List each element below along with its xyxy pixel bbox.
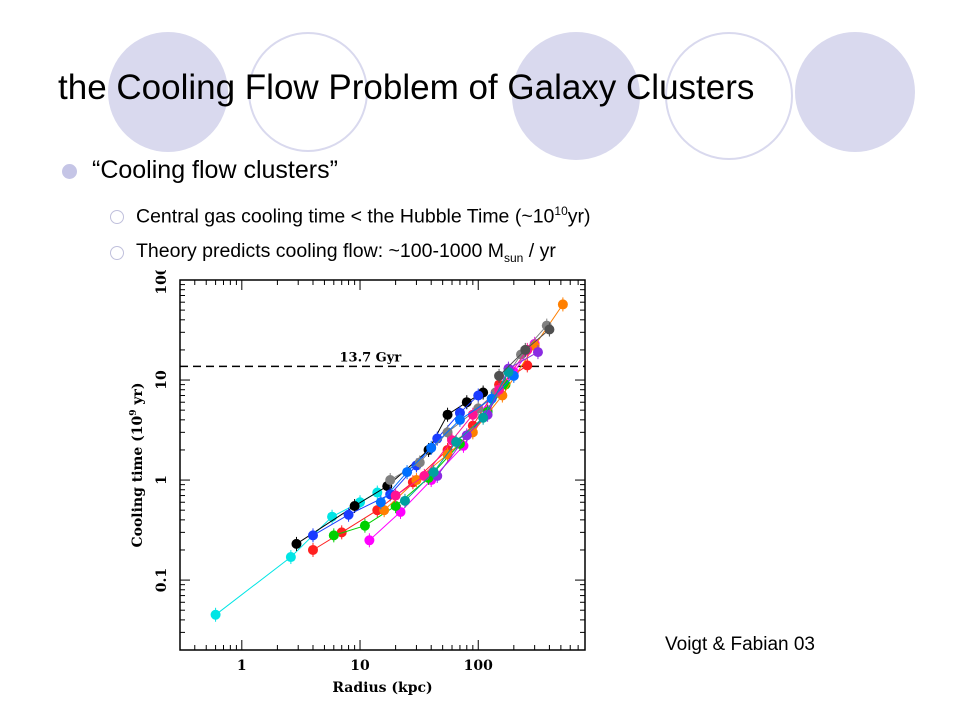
data-point [379,505,390,516]
deco-circle-2 [248,32,368,152]
deco-circle-4 [665,32,793,160]
bullet-dot [62,164,77,179]
y-tick-labels: 0.1 1 10 100 [154,270,170,592]
data-point [285,552,296,563]
slide-title: the Cooling Flow Problem of Galaxy Clust… [58,68,755,107]
data-point [399,495,410,506]
x-tick-labels: 1 10 100 [237,658,493,674]
sub-bullet-1: Central gas cooling time < the Hubble Ti… [136,204,591,228]
x-tick-label: 1 [237,658,247,674]
x-tick-label: 10 [350,658,370,674]
data-point [522,360,533,371]
data-point [343,509,354,520]
data-point [419,470,430,481]
data-point [291,538,302,549]
data-point [451,437,462,448]
y-tick-label: 1 [154,475,170,485]
data-point [349,501,360,512]
series-line [215,492,378,616]
cooling-time-plot: 0.1 1 10 100 1 10 100 13.7 Gyr Radius (kpc) C… [129,270,586,696]
sub-bullet-icon-2 [110,246,124,260]
deco-circle-1 [108,32,228,152]
data-point [210,609,221,620]
y-tick-label: 0.1 [154,568,170,592]
data-series-group [432,345,543,483]
deco-circle-5 [795,32,915,152]
data-point [307,530,318,541]
series-line [395,349,528,497]
data-point [557,299,568,310]
data-point [364,535,375,546]
sub-bullet-2: Theory predicts cooling flow: ~100-1000 … [136,240,556,265]
data-point [372,505,383,516]
data-series-group [494,322,555,383]
deco-circle-3 [512,32,640,160]
data-point [454,407,465,418]
data-point [461,397,472,408]
sub-bullet-icon-1 [110,210,124,224]
data-point [426,442,437,453]
data-point [307,544,318,555]
data-point [454,414,465,425]
data-point [473,390,484,401]
series-line [312,395,479,536]
data-series [210,297,568,622]
data-point [532,347,543,358]
data-point [520,344,531,355]
plot-frame [179,279,586,651]
data-point [385,475,396,486]
data-point [544,324,555,335]
y-tick-label: 100 [154,270,170,295]
tick-marks [179,279,586,651]
x-axis-label: Radius (kpc) [332,680,432,696]
data-series-group [390,342,533,503]
y-tick-label: 10 [154,370,170,390]
data-point [442,409,453,420]
data-point [390,501,401,512]
citation: Voigt & Fabian 03 [665,634,815,655]
y-axis-label: Cooling time (109 yr) [129,382,146,547]
data-point [402,467,413,478]
data-point [503,367,514,378]
hubble-time-label: 13.7 Gyr [339,350,401,365]
data-point [478,412,489,423]
data-point [359,520,370,531]
data-point [494,370,505,381]
data-point [375,497,386,508]
data-point [390,490,401,501]
data-point [428,467,439,478]
x-tick-label: 100 [464,658,493,674]
data-point [328,530,339,541]
data-point [467,409,478,420]
bullet-main: “Cooling flow clusters” [92,156,338,184]
data-point [461,430,472,441]
data-point [336,527,347,538]
data-point [414,457,425,468]
